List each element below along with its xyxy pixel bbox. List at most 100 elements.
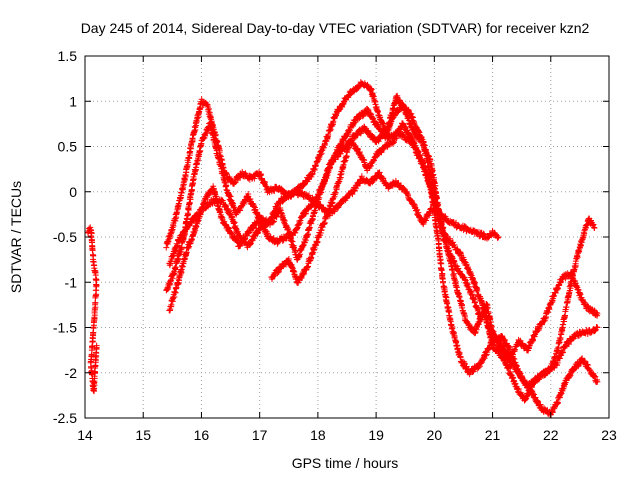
data-point-marker — [557, 334, 564, 341]
data-point-marker — [87, 358, 94, 365]
data-point-marker — [188, 236, 195, 243]
data-point-marker — [294, 225, 301, 232]
data-point-marker — [218, 213, 225, 220]
data-point-marker — [308, 220, 315, 227]
data-point-marker — [531, 391, 538, 398]
data-point-marker — [225, 224, 232, 231]
data-point-marker — [476, 363, 483, 370]
data-point-marker — [386, 121, 393, 128]
data-point-marker — [456, 350, 463, 357]
data-point-marker — [315, 156, 322, 163]
data-point-marker — [275, 239, 282, 246]
data-point-marker — [203, 101, 210, 108]
data-point-marker — [212, 144, 219, 151]
data-point-marker — [355, 83, 362, 90]
data-point-marker — [465, 284, 472, 291]
data-point-marker — [490, 331, 497, 338]
data-point-marker — [200, 136, 207, 143]
data-point-marker — [365, 107, 372, 114]
data-point-marker — [495, 234, 502, 240]
data-point-marker — [309, 194, 316, 201]
data-point-marker — [215, 155, 222, 162]
data-point-marker — [422, 217, 429, 224]
data-point-marker — [440, 278, 447, 285]
data-point-marker — [290, 268, 297, 275]
data-point-marker — [337, 171, 344, 178]
data-point-marker — [316, 189, 323, 196]
data-point-marker — [293, 187, 300, 194]
data-point-marker — [371, 97, 378, 104]
data-point-marker — [178, 235, 185, 242]
data-point-marker — [343, 132, 350, 139]
data-point-marker — [421, 166, 428, 173]
data-point-marker — [367, 110, 374, 117]
data-point-marker — [579, 234, 586, 241]
data-point-marker — [440, 224, 447, 231]
data-point-marker — [424, 171, 431, 178]
data-point-marker — [534, 398, 541, 405]
data-point-marker — [591, 224, 598, 231]
data-point-marker — [189, 181, 196, 188]
data-point-marker — [569, 368, 576, 375]
data-point-marker — [558, 331, 565, 338]
data-point-marker — [578, 237, 585, 244]
data-point-marker — [270, 235, 277, 242]
data-point-marker — [90, 324, 97, 331]
data-point-marker — [299, 272, 306, 279]
data-point-marker — [246, 228, 253, 235]
data-point-marker — [341, 158, 348, 165]
data-point-marker — [463, 363, 470, 370]
data-point-marker — [191, 123, 198, 130]
data-point-marker — [332, 189, 339, 196]
data-point-marker — [576, 290, 583, 297]
data-point-marker — [182, 171, 189, 178]
data-point-marker — [471, 280, 478, 287]
data-point-marker — [532, 394, 539, 401]
data-point-marker — [207, 112, 214, 119]
data-point-marker — [469, 275, 476, 282]
data-point-marker — [461, 310, 468, 317]
data-point-marker — [559, 321, 566, 328]
data-point-marker — [368, 85, 375, 92]
data-point-marker — [325, 131, 332, 138]
data-point-marker — [237, 207, 244, 214]
data-point-marker — [374, 121, 381, 128]
data-point-marker — [498, 346, 505, 353]
data-point-marker — [461, 276, 468, 283]
data-point-marker — [304, 264, 311, 271]
data-point-marker — [317, 230, 324, 237]
data-point-marker — [551, 292, 558, 299]
data-point-marker — [292, 229, 299, 236]
data-point-marker — [554, 285, 561, 292]
chart-title: Day 245 of 2014, Sidereal Day-to-day VTE… — [81, 20, 590, 36]
data-point-marker — [216, 205, 223, 212]
data-point-marker — [529, 337, 536, 344]
data-point-marker — [193, 223, 200, 230]
data-point-marker — [370, 157, 377, 164]
data-point-marker — [375, 122, 382, 129]
data-point-marker — [219, 197, 226, 204]
data-point-marker — [327, 126, 334, 133]
data-point-marker — [590, 221, 597, 228]
data-point-marker — [426, 179, 433, 186]
data-point-marker — [323, 213, 330, 220]
data-point-marker — [171, 270, 178, 277]
data-point-marker — [251, 175, 258, 182]
data-point-marker — [274, 269, 281, 276]
data-point-marker — [437, 217, 444, 224]
data-point-marker — [594, 310, 601, 317]
data-point-marker — [459, 304, 466, 311]
data-point-marker — [320, 144, 327, 151]
data-point-marker — [494, 235, 501, 242]
data-point-marker — [474, 288, 481, 295]
data-point-marker — [170, 222, 177, 229]
data-point-marker — [93, 342, 100, 349]
data-point-marker — [524, 382, 531, 389]
data-point-marker — [583, 222, 590, 229]
data-point-marker — [308, 254, 315, 261]
data-point-marker — [179, 185, 186, 192]
data-point-marker — [354, 131, 361, 138]
data-point-marker — [415, 209, 422, 216]
data-point-marker — [379, 119, 386, 126]
data-point-marker — [391, 100, 398, 107]
